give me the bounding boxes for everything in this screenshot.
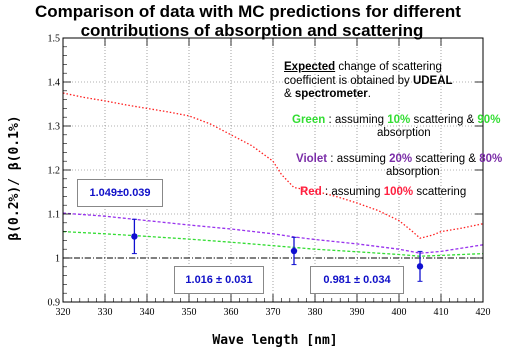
legend-red: Red : assuming 100% scattering: [300, 186, 466, 199]
spectrometer-word: spectrometer: [294, 88, 368, 100]
coefficient-text: coefficient is obtained by: [284, 75, 413, 87]
y-tick-label: 1: [55, 254, 60, 265]
x-tick-label: 390: [350, 307, 365, 318]
x-tick-label: 370: [266, 307, 281, 318]
y-tick-label: 1.5: [48, 34, 61, 45]
expected-word: Expected: [284, 61, 336, 73]
chart-title-line1: Comparison of data with MC predictions f…: [35, 2, 461, 21]
annotation-udeal: coefficient is obtained by UDEAL: [284, 75, 453, 88]
legend-violet-b: scattering &: [412, 153, 480, 165]
legend-violet-a: : assuming: [327, 153, 390, 165]
legend-violet-pct1: 20%: [389, 153, 413, 165]
amp-text: &: [284, 88, 295, 100]
annotation-expected: Expected change of scattering: [284, 61, 442, 74]
axes-layer: 320 330 340 350 360 370 380 390 400 410 420 0.9 1 1.1…: [48, 34, 491, 319]
legend-green-pct2: 90%: [477, 114, 501, 126]
legend-green-absorption: absorption: [377, 127, 431, 139]
y-tick-label: 1.4: [48, 78, 61, 89]
data-point-2: [416, 263, 424, 270]
y-tick-label: 1.1: [48, 210, 61, 221]
data-point-1: [290, 247, 298, 255]
expected-text: change of scattering: [335, 61, 442, 73]
y-tick-label: 1.2: [48, 166, 61, 177]
data-points-layer: [131, 218, 424, 282]
x-tick-label: 340: [140, 307, 155, 318]
legend-red-b: scattering: [413, 186, 467, 198]
x-tick-label: 410: [434, 307, 449, 318]
series-line-0: [62, 92, 484, 239]
grid-lines: [63, 38, 483, 302]
point-label-3: 0.981 ± 0.034: [310, 266, 404, 294]
data-point-0: [131, 233, 138, 240]
udeal-word: UDEAL: [412, 75, 453, 87]
legend-violet-absorption: absorption: [386, 166, 440, 178]
y-tick-label: 0.9: [48, 298, 61, 309]
x-tick-label: 400: [392, 307, 407, 318]
x-tick-label: 380: [308, 307, 323, 318]
x-tick-label: 350: [182, 307, 197, 318]
legend-violet: Violet : assuming 20% scattering & 80%: [296, 153, 502, 166]
series-line-1: [62, 212, 484, 254]
y-tick-label: 1.3: [48, 122, 61, 133]
legend-violet-name: Violet: [296, 153, 328, 165]
legend-green-name: Green: [292, 114, 326, 126]
legend-violet-pct2: 80%: [479, 153, 503, 165]
period-text: .: [367, 88, 371, 100]
x-tick-label: 360: [224, 307, 239, 318]
legend-green-b: scattering &: [410, 114, 478, 126]
chart-title-line2: contributions of absorption and scatteri…: [80, 21, 424, 40]
y-axis-label: β(0.2%)/ β(0.1%): [7, 115, 22, 240]
x-tick-label: 320: [56, 307, 71, 318]
legend-green-pct1: 10%: [387, 114, 411, 126]
x-tick-label: 330: [98, 307, 113, 318]
x-tick-label: 420: [476, 307, 491, 318]
legend-red-name: Red: [300, 186, 322, 198]
x-axis-label: Wave length [nm]: [212, 333, 337, 348]
point-label-1: 1.049±0.039: [77, 179, 163, 207]
legend-red-a: : assuming: [321, 186, 384, 198]
point-label-2: 1.016 ± 0.031: [174, 266, 264, 294]
legend-red-pct: 100%: [383, 186, 414, 198]
legend-green: Green : assuming 10% scattering & 90%: [292, 114, 500, 127]
legend-green-a: : assuming: [325, 114, 388, 126]
annotation-spectrometer: & spectrometer.: [284, 88, 371, 101]
